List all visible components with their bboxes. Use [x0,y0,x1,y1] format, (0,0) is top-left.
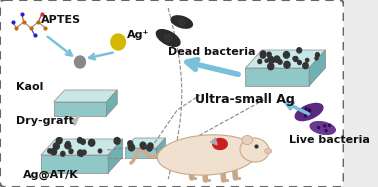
Circle shape [88,139,95,146]
Circle shape [328,124,330,127]
Text: Ag⁺: Ag⁺ [127,30,150,40]
Ellipse shape [171,16,192,28]
Circle shape [293,57,296,60]
Circle shape [303,63,308,69]
Text: Dead bacteria: Dead bacteria [168,47,256,57]
Circle shape [67,144,71,148]
Ellipse shape [157,135,257,175]
Circle shape [305,108,307,110]
Circle shape [60,151,65,156]
Polygon shape [41,139,123,155]
Circle shape [297,48,302,53]
Polygon shape [106,90,117,116]
Circle shape [53,143,59,149]
Circle shape [69,149,73,154]
Circle shape [82,150,86,155]
Circle shape [260,52,266,58]
Circle shape [51,148,57,155]
Circle shape [128,141,133,146]
Polygon shape [125,138,166,148]
Polygon shape [54,90,117,102]
Circle shape [258,59,262,64]
Polygon shape [108,139,123,173]
Circle shape [297,60,301,65]
Circle shape [80,153,83,156]
Circle shape [284,52,290,58]
Text: Live bacteria: Live bacteria [289,135,370,145]
Circle shape [268,63,274,70]
Circle shape [141,143,146,149]
Text: Ag@AT/K: Ag@AT/K [23,170,79,180]
Ellipse shape [310,122,335,134]
Circle shape [129,144,135,151]
Text: Kaol: Kaol [16,82,44,92]
FancyBboxPatch shape [0,0,344,187]
Circle shape [148,143,153,149]
Circle shape [77,150,83,156]
Circle shape [304,115,306,117]
Ellipse shape [164,34,172,42]
Circle shape [265,59,268,62]
Circle shape [305,58,309,62]
Circle shape [111,34,125,50]
Ellipse shape [242,136,253,145]
Circle shape [325,129,327,132]
Polygon shape [41,155,108,173]
Circle shape [77,138,82,143]
Circle shape [98,149,102,153]
Circle shape [293,56,298,62]
Polygon shape [54,102,106,116]
Ellipse shape [213,139,227,149]
Circle shape [48,149,52,153]
Polygon shape [125,148,156,158]
Circle shape [66,142,70,147]
Text: APTES: APTES [41,15,81,25]
Circle shape [315,57,318,60]
Circle shape [56,138,62,144]
Circle shape [59,138,62,142]
Ellipse shape [265,148,272,154]
Circle shape [65,142,71,149]
Circle shape [318,126,320,129]
Circle shape [267,52,271,57]
Circle shape [278,60,282,64]
Ellipse shape [240,138,269,162]
Circle shape [268,56,274,62]
Circle shape [74,56,85,68]
Polygon shape [156,138,166,158]
Circle shape [114,137,120,144]
Text: Dry-graft: Dry-graft [16,116,74,126]
Polygon shape [245,68,309,86]
Circle shape [284,61,290,68]
Polygon shape [245,50,325,68]
Ellipse shape [156,30,180,46]
Circle shape [324,125,326,127]
Circle shape [274,56,280,62]
Circle shape [309,109,311,112]
Text: Ultra-small Ag: Ultra-small Ag [195,93,295,106]
Ellipse shape [178,19,185,25]
Circle shape [270,58,275,63]
Circle shape [81,139,85,144]
Polygon shape [309,50,325,86]
Circle shape [308,109,310,111]
Circle shape [316,53,319,57]
Ellipse shape [295,103,323,121]
Circle shape [140,142,146,148]
Circle shape [147,145,152,151]
Circle shape [260,51,266,57]
